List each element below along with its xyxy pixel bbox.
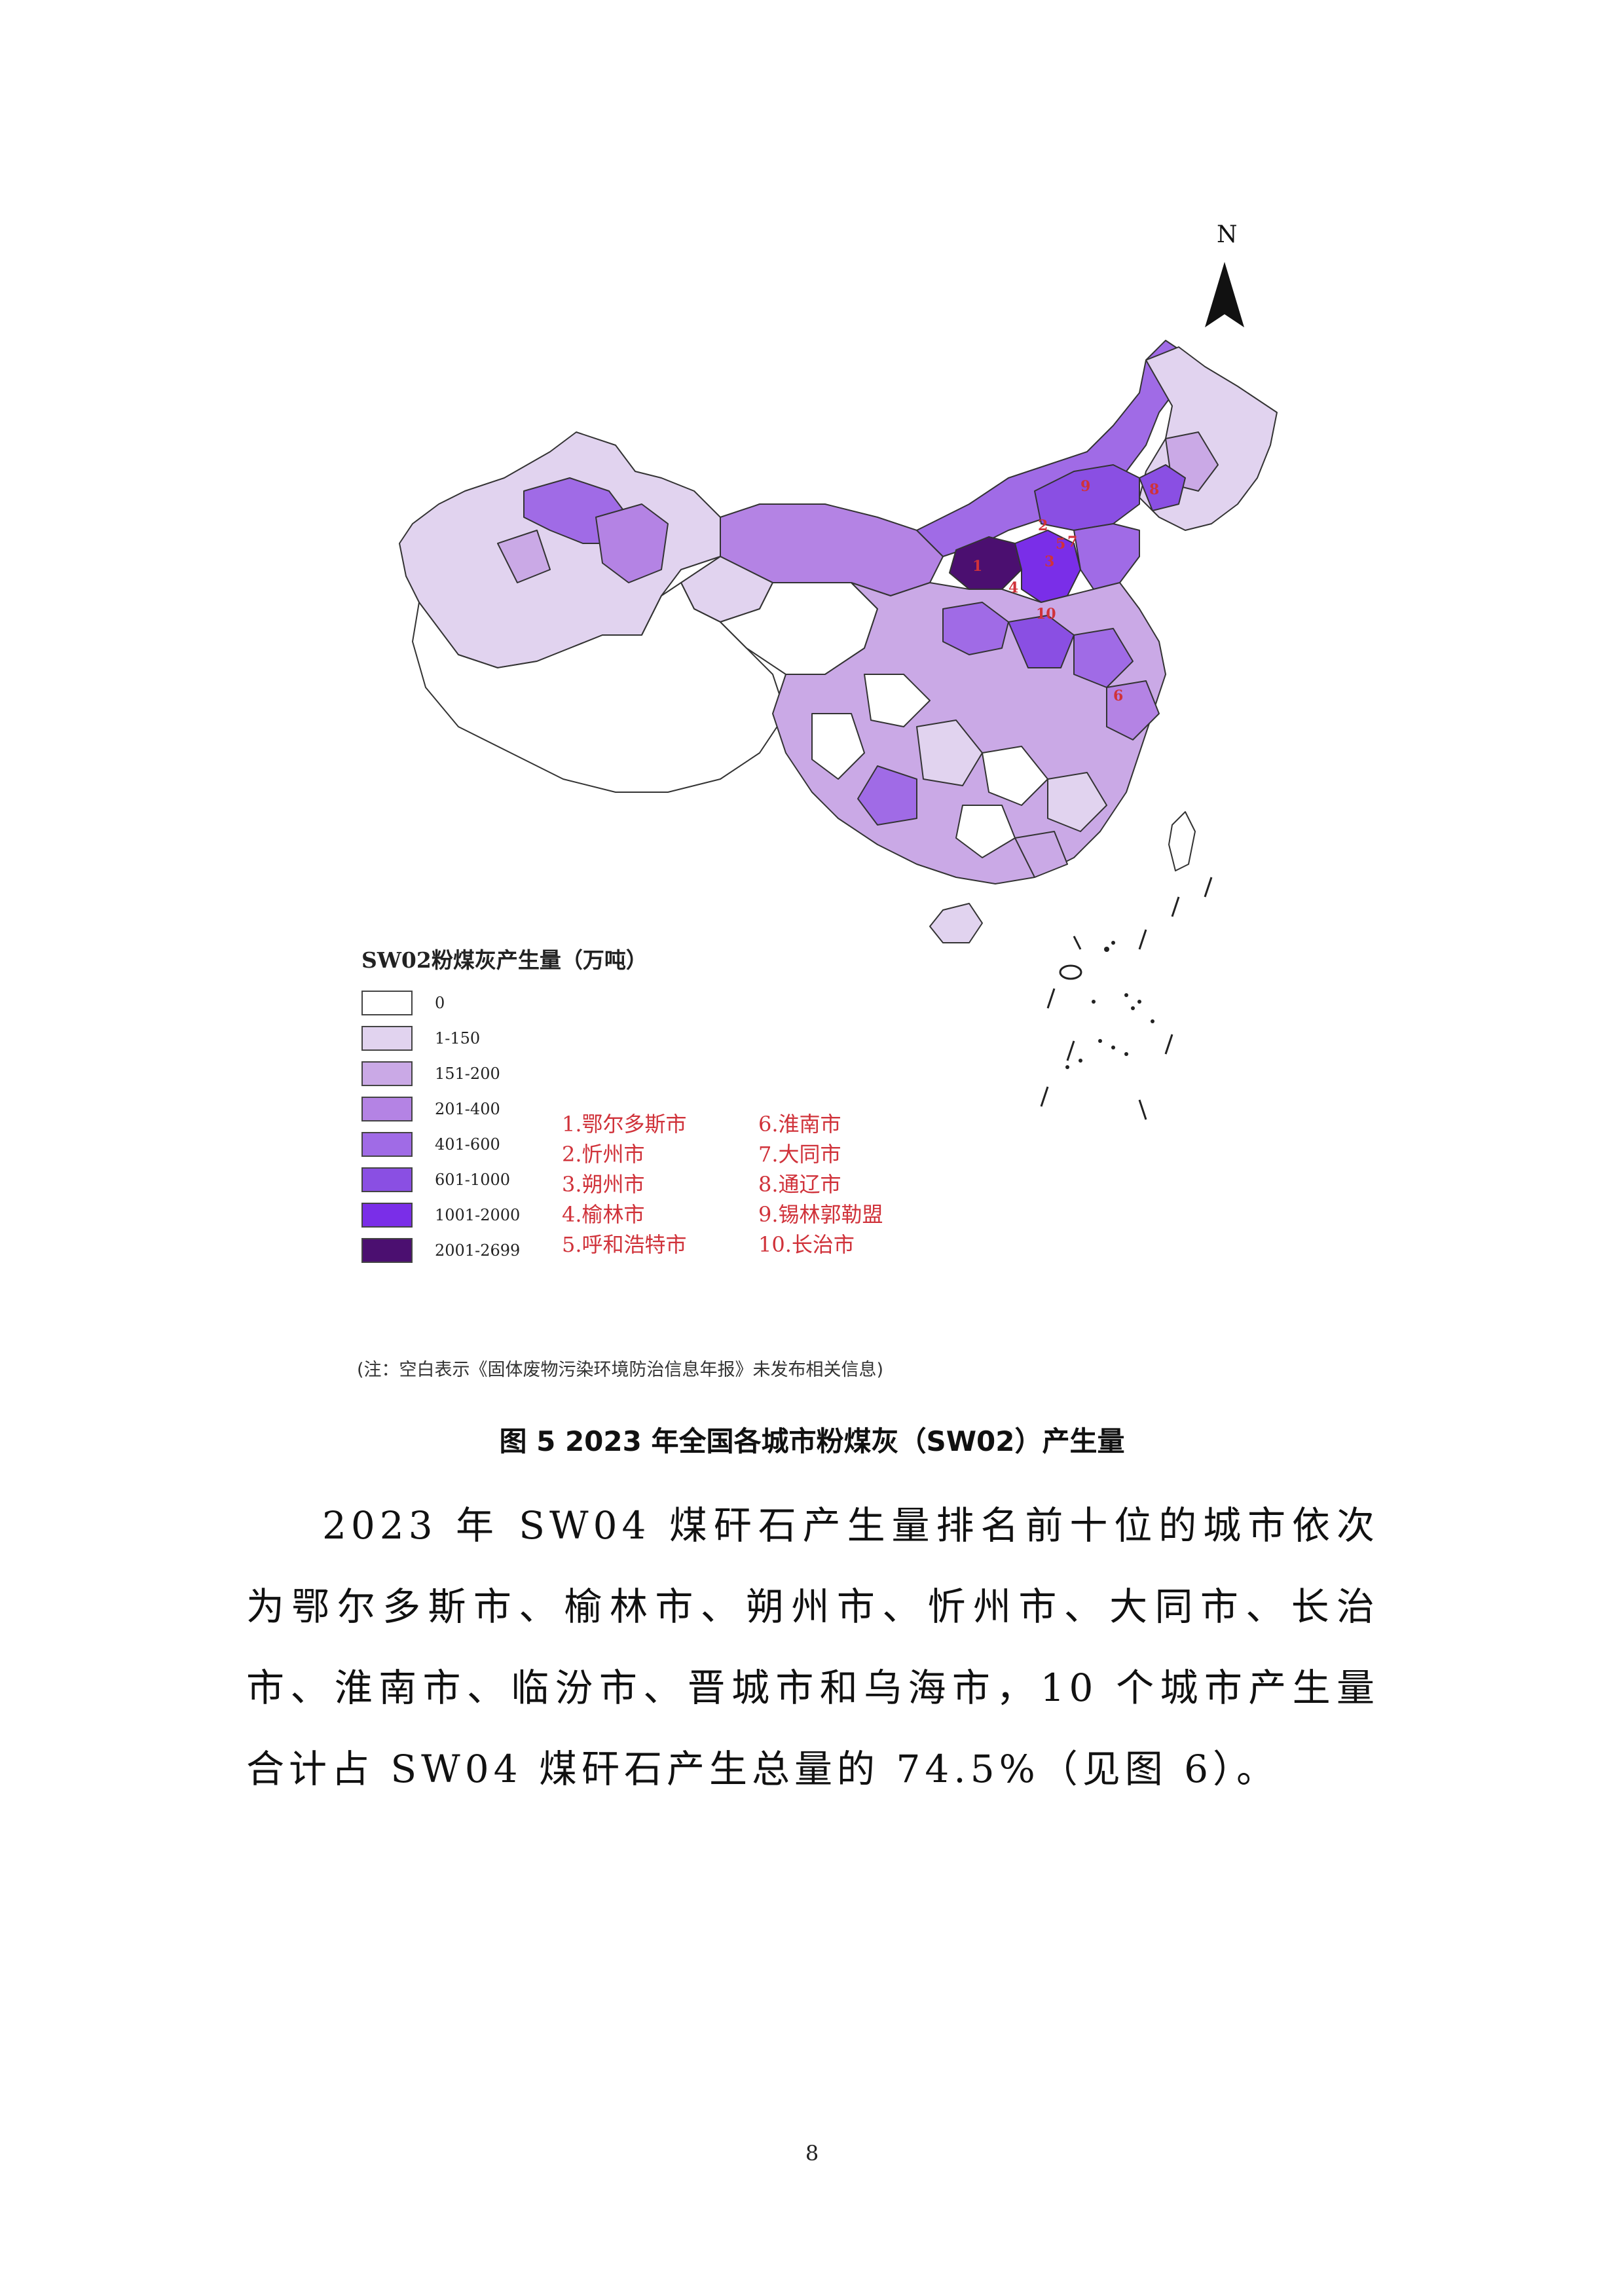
page-number: 8 <box>805 2141 819 2166</box>
south-sea-islands <box>1040 877 1213 1120</box>
china-map: 1 2 3 4 5 6 7 8 9 10 <box>354 216 1297 1381</box>
china-map-svg: 1 2 3 4 5 6 7 8 9 10 <box>399 340 1278 1120</box>
legend-label: 401-600 <box>435 1135 500 1154</box>
city-list-item: 4.榆林市 <box>562 1202 645 1227</box>
city-list-item: 6.淮南市 <box>758 1112 841 1137</box>
legend-label: 151-200 <box>435 1065 500 1083</box>
marker-4: 4 <box>1008 579 1018 596</box>
marker-6: 6 <box>1113 687 1123 704</box>
marker-5: 5 <box>1056 536 1065 553</box>
city-list-item: 2.忻州市 <box>562 1142 645 1167</box>
legend-swatch <box>361 1097 413 1121</box>
legend-swatch <box>361 1238 413 1263</box>
city-list-item: 7.大同市 <box>758 1142 841 1167</box>
marker-9: 9 <box>1080 478 1090 495</box>
legend-label: 201-400 <box>435 1100 500 1118</box>
legend-row: 1-150 <box>361 1021 520 1056</box>
legend-row: 0 <box>361 985 520 1021</box>
legend: 0 1-150 151-200 201-400 401-600 601-1000 1001-… <box>361 985 520 1268</box>
region-ordos <box>949 536 1022 590</box>
legend-row: 601-1000 <box>361 1162 520 1197</box>
legend-swatch <box>361 991 413 1015</box>
north-arrow-left-icon <box>1205 262 1225 327</box>
map-note: (注：空白表示《固体废物污染环境防治信息年报》未发布相关信息) <box>357 1360 884 1380</box>
island-outline <box>1059 964 1082 980</box>
legend-row: 151-200 <box>361 1056 520 1091</box>
marker-7: 7 <box>1067 534 1077 551</box>
legend-label: 1-150 <box>435 1029 481 1048</box>
legend-swatch <box>361 1132 413 1157</box>
north-arrow-right-icon <box>1225 262 1244 327</box>
legend-swatch <box>361 1167 413 1192</box>
city-list-item: 5.呼和浩特市 <box>562 1232 687 1257</box>
region-hainan <box>929 903 983 943</box>
body-paragraph: 2023 年 SW04 煤矸石产生量排名前十位的城市依次为鄂尔多斯市、榆林市、朔… <box>246 1485 1379 1810</box>
city-list-item: 8.通辽市 <box>758 1172 841 1197</box>
city-list-item: 9.锡林郭勒盟 <box>758 1202 883 1227</box>
region-tongliao <box>1139 464 1186 511</box>
city-markers: 1 2 3 4 5 6 7 8 9 10 <box>972 478 1159 704</box>
legend-swatch <box>361 1203 413 1228</box>
legend-swatch <box>361 1026 413 1051</box>
marker-1: 1 <box>972 558 982 575</box>
legend-row: 1001-2000 <box>361 1197 520 1233</box>
legend-row: 401-600 <box>361 1127 520 1162</box>
legend-label: 0 <box>435 994 445 1012</box>
legend-swatch <box>361 1061 413 1086</box>
marker-3: 3 <box>1044 553 1054 570</box>
city-list: 1.鄂尔多斯市 6.淮南市 2.忻州市 7.大同市 3.朔州市 8.通辽市 4.榆林市 9.锡… <box>562 1110 955 1259</box>
legend-label: 1001-2000 <box>435 1206 521 1224</box>
region-taiwan <box>1168 811 1196 871</box>
region-xilingol <box>1034 464 1140 531</box>
marker-8: 8 <box>1149 481 1159 498</box>
legend-label: 601-1000 <box>435 1171 510 1189</box>
marker-2: 2 <box>1038 517 1048 534</box>
marker-10: 10 <box>1036 606 1056 623</box>
north-arrow: N <box>1192 216 1257 334</box>
island-dots <box>1065 941 1154 1069</box>
legend-row: 201-400 <box>361 1091 520 1127</box>
north-label: N <box>1217 221 1238 248</box>
legend-label: 2001-2699 <box>435 1241 521 1260</box>
legend-row: 2001-2699 <box>361 1233 520 1268</box>
city-list-item: 3.朔州市 <box>562 1172 645 1197</box>
figure-caption: 图 5 2023 年全国各城市粉煤灰（SW02）产生量 <box>499 1425 1125 1457</box>
region-tibet <box>412 582 786 793</box>
city-list-item: 10.长治市 <box>758 1232 855 1257</box>
body-paragraph-text: 2023 年 SW04 煤矸石产生量排名前十位的城市依次为鄂尔多斯市、榆林市、朔… <box>246 1503 1379 1791</box>
legend-title: SW02粉煤灰产生量（万吨） <box>361 947 648 973</box>
city-list-item: 1.鄂尔多斯市 <box>562 1112 687 1137</box>
